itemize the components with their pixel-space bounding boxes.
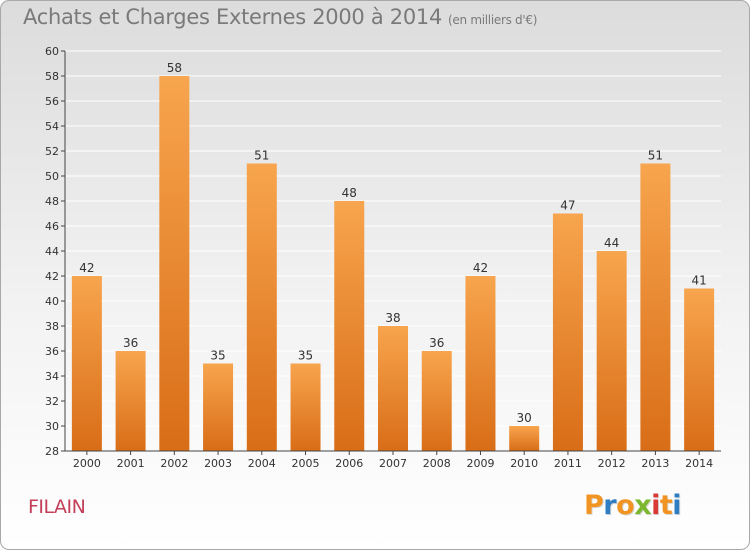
chart-title: Achats et Charges Externes 2000 à 2014 (e… [23,5,537,29]
x-tick-label: 2006 [335,457,363,470]
title-unit: (en milliers d'€) [448,13,538,27]
logo-letter: r [603,490,617,521]
x-tick-label: 2009 [466,457,494,470]
title-text: Achats et Charges Externes 2000 à 2014 [23,5,443,29]
data-label: 44 [604,236,619,250]
x-tick-label: 2011 [554,457,582,470]
data-label: 42 [473,261,488,275]
data-label: 30 [517,411,532,425]
y-tick-label: 50 [45,170,59,183]
bar [246,163,277,451]
y-tick-label: 56 [45,95,59,108]
bar [421,351,452,451]
bar [509,426,540,451]
x-tick-label: 2003 [204,457,232,470]
y-tick-label: 48 [45,195,59,208]
y-tick-label: 34 [45,370,59,383]
data-label: 48 [342,186,357,200]
y-tick-label: 46 [45,220,59,233]
bar [596,251,627,451]
bar [684,288,715,451]
bar [378,326,408,451]
bar [552,213,583,451]
data-label: 35 [210,349,225,363]
y-tick-label: 42 [45,270,59,283]
x-tick-label: 2004 [248,457,276,470]
y-tick-label: 36 [45,345,59,358]
x-tick-label: 2010 [510,457,538,470]
data-label: 51 [648,149,663,163]
logo-letter: P [584,490,604,521]
bar [159,76,190,451]
commune-name: FILAIN [28,496,86,518]
data-label: 36 [429,336,444,350]
data-label: 38 [385,311,400,325]
logo-letter: i [672,490,682,521]
data-label: 41 [691,274,706,288]
logo-letter: o [616,490,635,521]
x-tick-label: 2014 [685,457,713,470]
bar [640,163,671,451]
x-tick-label: 2005 [292,457,320,470]
data-label: 35 [298,349,313,363]
logo-letter: i [651,490,660,521]
y-tick-label: 28 [45,445,59,458]
logo-letter: x [634,490,652,521]
logo-letter: t [659,490,673,521]
x-tick-label: 2013 [641,457,669,470]
y-tick-label: 54 [45,120,59,133]
data-label: 58 [167,61,182,75]
y-tick-label: 30 [45,420,59,433]
data-label: 47 [560,199,575,213]
data-label: 42 [79,261,94,275]
x-tick-label: 2012 [598,457,626,470]
bar [71,276,102,451]
x-tick-label: 2001 [117,457,145,470]
x-tick-label: 2007 [379,457,407,470]
y-tick-label: 60 [45,45,59,58]
y-tick-label: 40 [45,295,59,308]
bar [290,363,321,451]
bar [203,363,234,451]
x-tick-label: 2000 [73,457,101,470]
data-label: 51 [254,149,269,163]
x-tick-label: 2002 [160,457,188,470]
y-tick-label: 32 [45,395,59,408]
bar [115,351,146,451]
y-tick-label: 52 [45,145,59,158]
data-label: 36 [123,336,138,350]
y-tick-label: 44 [45,245,59,258]
proxiti-logo: Proxiti [584,490,682,521]
bar [465,276,496,451]
y-tick-label: 58 [45,70,59,83]
x-tick-label: 2008 [423,457,451,470]
bar [334,201,365,451]
y-tick-label: 38 [45,320,59,333]
